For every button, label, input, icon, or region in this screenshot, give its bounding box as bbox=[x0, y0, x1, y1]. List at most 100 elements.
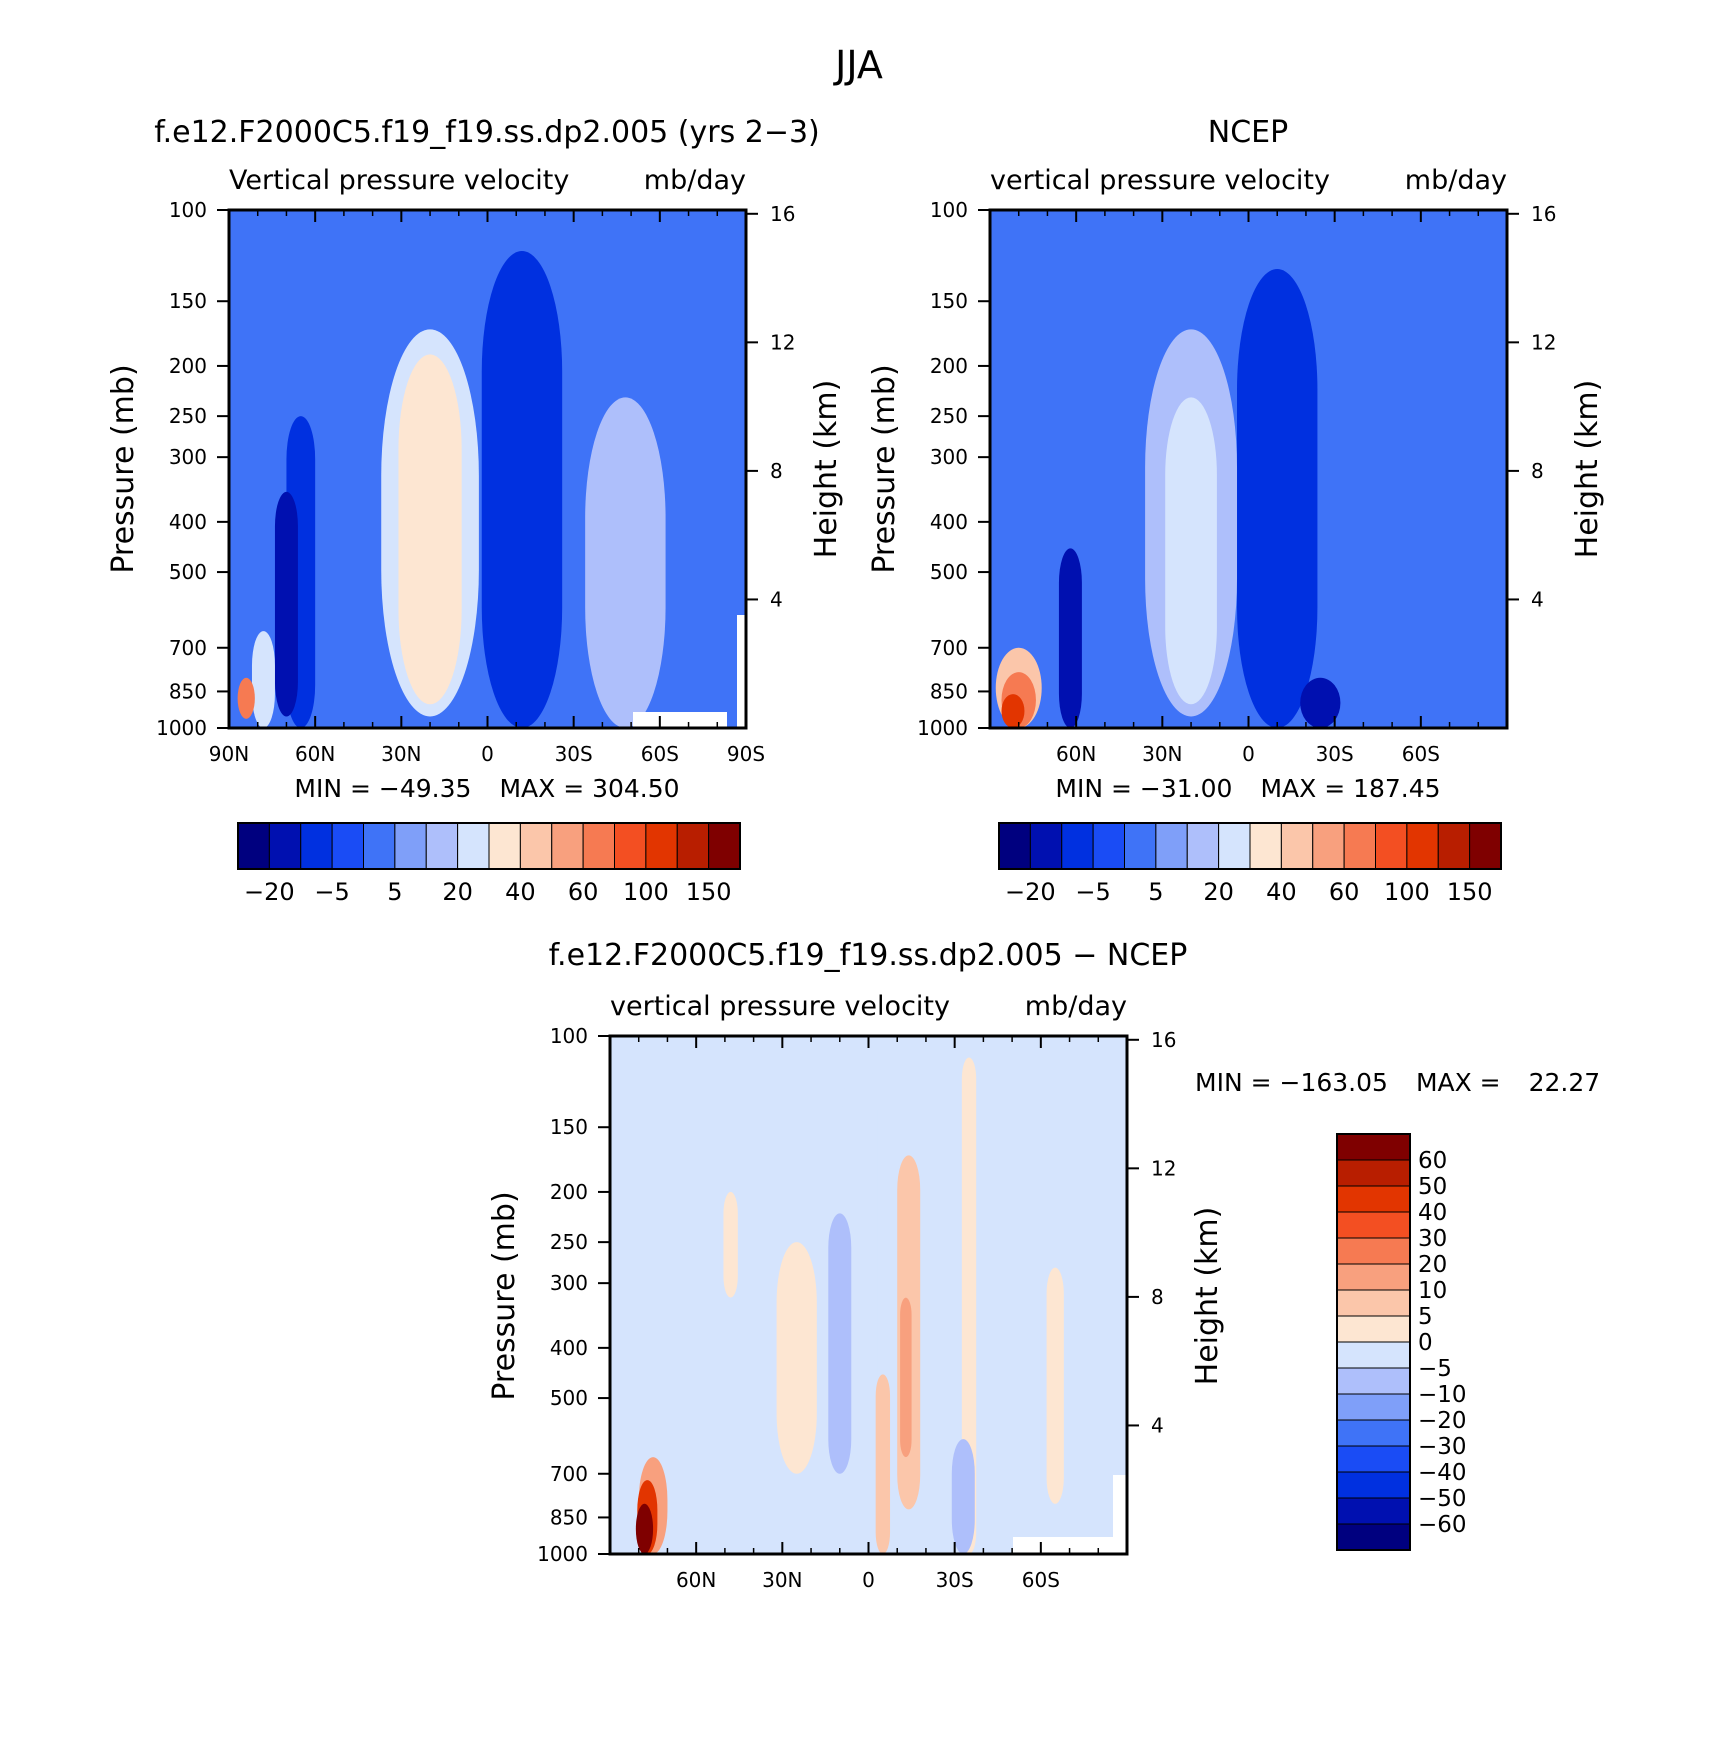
y-tick-label: 850 bbox=[550, 1505, 588, 1529]
colorbar-swatch bbox=[1336, 1159, 1411, 1187]
contour-band bbox=[398, 354, 462, 705]
x-tick-label: 60S bbox=[1402, 742, 1440, 766]
y-right-tick-label: 4 bbox=[1531, 587, 1544, 611]
max-label: MAX = bbox=[1260, 774, 1353, 803]
y-tick-label: 700 bbox=[930, 636, 968, 660]
y-tick-label: 850 bbox=[930, 679, 968, 703]
x-tick-label: 60N bbox=[295, 742, 335, 766]
contour-band bbox=[875, 1374, 891, 1554]
colorbar: −20 −5 5 20 40 60 100 150 bbox=[998, 822, 1502, 906]
colorbar-label: 40 bbox=[505, 878, 536, 906]
x-tick-label: 90S bbox=[727, 742, 765, 766]
colorbar-swatch bbox=[1437, 822, 1471, 870]
colorbar-label: −50 bbox=[1418, 1486, 1467, 1512]
contour-band bbox=[723, 1191, 738, 1298]
colorbar-label: −5 bbox=[1418, 1356, 1452, 1382]
colorbar-label: −20 bbox=[1418, 1408, 1467, 1434]
max-label: MAX = bbox=[1416, 1068, 1509, 1097]
colorbar-swatch bbox=[1336, 1185, 1411, 1213]
colorbar-label: 0 bbox=[1418, 1330, 1433, 1356]
panel-title: f.e12.F2000C5.f19_f19.ss.dp2.005 (yrs 2−… bbox=[154, 115, 820, 150]
contour-band bbox=[842, 1057, 878, 1543]
colorbar-swatch bbox=[1336, 1237, 1411, 1265]
colorbar-swatch bbox=[457, 822, 490, 870]
panel-subtitle-right: mb/day bbox=[644, 165, 746, 196]
min-value: −31.00 bbox=[1140, 774, 1233, 803]
colorbar-label: −5 bbox=[314, 878, 349, 906]
panel-title: f.e12.F2000C5.f19_f19.ss.dp2.005 − NCEP bbox=[549, 938, 1188, 973]
colorbar-label: 60 bbox=[1418, 1148, 1447, 1174]
colorbar-swatch bbox=[1336, 1133, 1411, 1161]
colorbar-swatch bbox=[1249, 822, 1282, 870]
contour-band bbox=[1165, 397, 1217, 705]
x-tick-label: 60S bbox=[641, 742, 679, 766]
colorbar-label: −10 bbox=[1418, 1382, 1467, 1408]
panel-model: f.e12.F2000C5.f19_f19.ss.dp2.005 (yrs 2−… bbox=[106, 115, 844, 906]
max-value: 304.50 bbox=[592, 774, 679, 803]
colorbar-swatch bbox=[1336, 1445, 1411, 1473]
y-tick-label: 700 bbox=[169, 636, 207, 660]
colorbar-swatch bbox=[1186, 822, 1220, 870]
colorbar-swatch bbox=[1124, 822, 1157, 870]
colorbar-label: 150 bbox=[1447, 878, 1493, 906]
y-tick-label: 300 bbox=[169, 445, 207, 469]
colorbar-label: 40 bbox=[1266, 878, 1297, 906]
colorbar-label: 100 bbox=[623, 878, 669, 906]
y-tick-label: 300 bbox=[930, 445, 968, 469]
missing-data-patch bbox=[633, 712, 727, 728]
colorbar-swatch bbox=[645, 822, 678, 870]
min-label: MIN = bbox=[1055, 774, 1140, 803]
contour-layer bbox=[995, 269, 1341, 728]
panel-subtitle-right: mb/day bbox=[1025, 991, 1127, 1022]
colorbar-swatch bbox=[614, 822, 647, 870]
min-label: MIN = bbox=[1195, 1068, 1280, 1097]
colorbar-frame bbox=[998, 822, 1502, 870]
colorbar-swatch bbox=[1336, 1341, 1411, 1369]
missing-data-patch bbox=[1113, 1475, 1127, 1554]
colorbar-swatch bbox=[363, 822, 396, 870]
y-right-tick-label: 16 bbox=[1151, 1028, 1176, 1052]
y-tick-label: 700 bbox=[550, 1462, 588, 1486]
colorbar-label: −20 bbox=[244, 878, 295, 906]
colorbar-swatch bbox=[331, 822, 364, 870]
colorbar-swatch bbox=[1469, 822, 1502, 870]
x-tick-label: 0 bbox=[1242, 742, 1255, 766]
y-tick-label: 300 bbox=[550, 1271, 588, 1295]
y-tick-label: 850 bbox=[169, 679, 207, 703]
max-label: MAX = bbox=[499, 774, 592, 803]
panel-title: NCEP bbox=[1208, 115, 1288, 150]
colorbar-swatch bbox=[1343, 822, 1376, 870]
colorbar-swatch bbox=[1092, 822, 1125, 870]
contour-band bbox=[776, 1242, 817, 1474]
colorbar-label: 10 bbox=[1418, 1278, 1447, 1304]
colorbar-label: 50 bbox=[1418, 1174, 1447, 1200]
colorbar-frame bbox=[1336, 1133, 1411, 1551]
colorbar-swatch bbox=[1280, 822, 1314, 870]
contour-band bbox=[900, 1297, 912, 1458]
x-tick-label: 0 bbox=[481, 742, 494, 766]
colorbar-label: 20 bbox=[1418, 1252, 1447, 1278]
y-tick-label: 500 bbox=[169, 560, 207, 584]
y-right-tick-label: 4 bbox=[770, 587, 783, 611]
y-right-tick-label: 8 bbox=[770, 459, 783, 483]
colorbar-label: 5 bbox=[387, 878, 402, 906]
contour-band bbox=[585, 397, 666, 728]
contour-band bbox=[1046, 1267, 1064, 1504]
panel-subtitle-left: vertical pressure velocity bbox=[990, 165, 1330, 196]
colorbar-swatch bbox=[998, 822, 1031, 870]
colorbar-swatch bbox=[1336, 1393, 1411, 1421]
contour-layer bbox=[237, 251, 666, 728]
colorbar-swatch bbox=[1375, 822, 1408, 870]
colorbar-label: −30 bbox=[1418, 1434, 1467, 1460]
contour-band bbox=[635, 1503, 654, 1554]
colorbar-label: −20 bbox=[1005, 878, 1056, 906]
colorbar-swatch bbox=[1336, 1419, 1411, 1447]
contour-band bbox=[237, 677, 255, 719]
panel-subtitle-left: vertical pressure velocity bbox=[610, 991, 950, 1022]
y-axis-label-right: Height (km) bbox=[1190, 1207, 1225, 1386]
colorbar-swatch bbox=[1336, 1367, 1411, 1395]
y-tick-label: 200 bbox=[169, 354, 207, 378]
y-tick-label: 400 bbox=[550, 1336, 588, 1360]
y-axis-label-right: Height (km) bbox=[809, 380, 844, 559]
